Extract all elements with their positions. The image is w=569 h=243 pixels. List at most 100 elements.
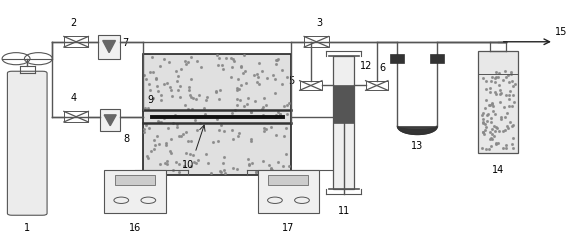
Point (492, 141, 501, 145)
Point (187, 164, 196, 168)
Point (163, 162, 172, 165)
Point (258, 105, 267, 109)
Point (509, 93, 518, 97)
Point (480, 132, 489, 136)
Point (179, 132, 188, 136)
Point (479, 130, 488, 134)
Point (151, 77, 160, 81)
Text: 1: 1 (24, 223, 30, 233)
Point (218, 161, 228, 165)
Point (187, 55, 196, 59)
Point (485, 148, 494, 151)
Point (479, 76, 488, 79)
Point (489, 104, 498, 108)
Point (232, 167, 241, 171)
Point (484, 103, 493, 106)
Point (481, 87, 490, 91)
Point (159, 58, 168, 61)
Point (216, 123, 225, 127)
Point (253, 72, 262, 76)
Point (282, 112, 291, 116)
Point (168, 121, 178, 125)
Point (262, 76, 271, 79)
Point (146, 149, 155, 153)
Point (182, 130, 191, 134)
Point (491, 125, 500, 129)
Point (508, 137, 517, 140)
Bar (64, 111, 88, 122)
Point (159, 82, 168, 86)
Point (479, 111, 488, 115)
Point (259, 126, 269, 130)
Point (143, 106, 152, 110)
Bar (300, 81, 322, 90)
Bar (258, 170, 319, 213)
Point (506, 72, 516, 76)
Point (479, 118, 488, 122)
Text: 10: 10 (182, 160, 193, 170)
Point (479, 121, 488, 124)
Point (273, 110, 282, 114)
Point (478, 147, 487, 150)
Point (231, 109, 240, 113)
Point (180, 164, 189, 168)
Point (271, 113, 281, 117)
Point (162, 143, 171, 147)
Point (237, 65, 246, 69)
Point (488, 101, 497, 104)
Point (186, 139, 195, 143)
Point (144, 126, 153, 130)
Point (508, 84, 517, 88)
Point (232, 104, 241, 107)
Point (507, 142, 516, 146)
Point (255, 61, 264, 64)
Point (489, 135, 498, 139)
Point (495, 71, 504, 75)
Text: 2: 2 (70, 18, 76, 28)
Point (247, 161, 256, 165)
Point (238, 71, 248, 75)
Point (278, 68, 287, 72)
Point (506, 70, 516, 74)
Point (494, 141, 503, 145)
Point (156, 98, 166, 102)
Point (193, 158, 202, 162)
Point (217, 63, 226, 67)
Point (502, 146, 511, 150)
Point (253, 80, 262, 84)
Point (479, 122, 488, 125)
Point (501, 128, 510, 132)
Point (229, 59, 238, 63)
Point (491, 90, 500, 94)
Point (249, 73, 258, 77)
Point (152, 76, 161, 80)
Point (177, 134, 186, 138)
Point (191, 119, 200, 122)
Point (193, 128, 202, 132)
Point (233, 86, 242, 90)
Point (496, 118, 505, 122)
Point (168, 94, 177, 98)
Point (258, 113, 267, 117)
Point (489, 109, 498, 113)
Point (489, 124, 498, 128)
Point (220, 156, 229, 159)
Text: 5: 5 (288, 76, 294, 86)
Point (510, 82, 519, 86)
Point (174, 171, 183, 174)
Point (483, 113, 492, 117)
Point (246, 139, 255, 143)
Point (172, 160, 181, 164)
Point (484, 113, 493, 116)
Polygon shape (104, 115, 116, 126)
Point (189, 96, 198, 100)
Point (212, 117, 221, 121)
Point (270, 91, 279, 95)
Point (153, 89, 162, 93)
Bar (100, 109, 120, 131)
Point (139, 130, 149, 134)
Point (267, 125, 276, 129)
Point (244, 163, 253, 166)
Point (235, 87, 244, 91)
Point (502, 75, 511, 79)
